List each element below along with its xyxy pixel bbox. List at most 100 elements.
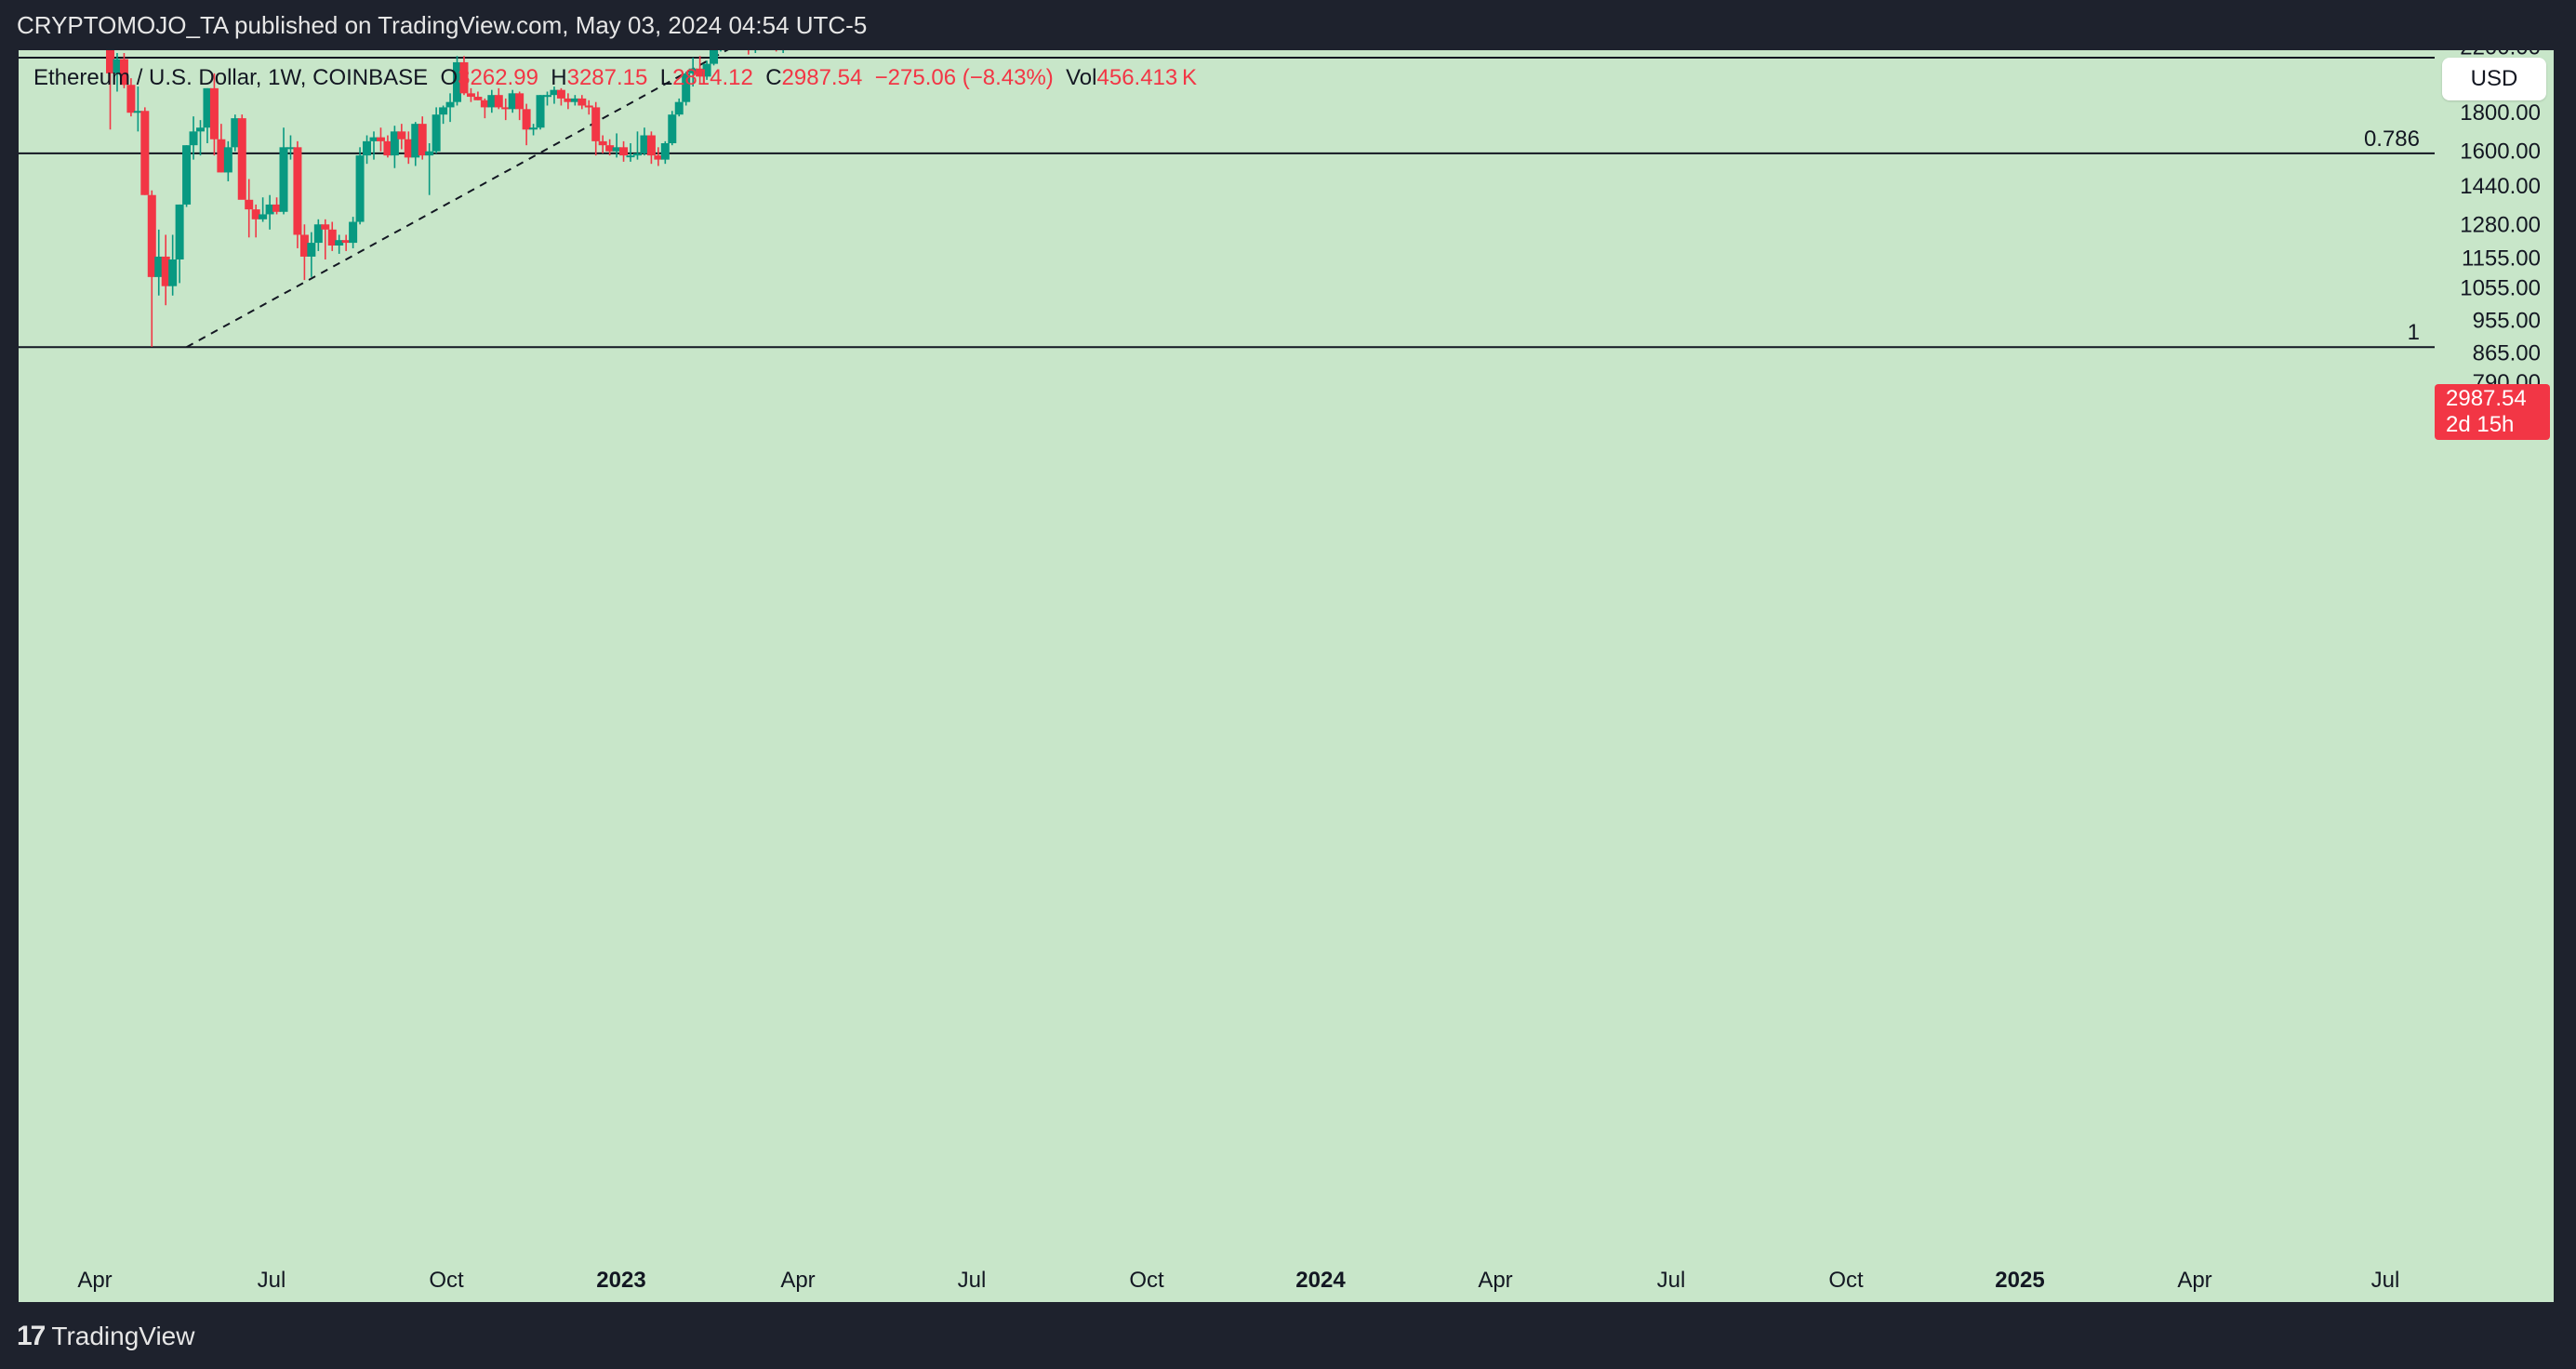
trend-line-group <box>186 50 729 349</box>
candle <box>189 116 198 160</box>
candle <box>411 122 420 166</box>
candle-body <box>591 107 601 141</box>
candle-body <box>265 204 274 215</box>
last-price-value: 2987.54 <box>2446 386 2527 411</box>
candle-body <box>175 204 184 259</box>
candle <box>550 86 559 104</box>
candle-body <box>182 145 192 205</box>
candle-body <box>445 101 455 108</box>
candle <box>154 229 164 296</box>
candle <box>536 95 545 130</box>
candle-body <box>299 234 309 257</box>
candle <box>231 114 240 152</box>
candle <box>432 107 441 153</box>
price-tick-label: 1440.00 <box>2460 174 2541 199</box>
fib-label: 0.618 <box>2364 50 2420 56</box>
candle <box>445 93 455 123</box>
candle <box>203 87 212 144</box>
time-axis: Apr Jul Oct 2023 Apr Jul Oct 2024 Apr Jul Oct 2025 A… <box>77 1268 2399 1293</box>
candle-body <box>245 199 254 210</box>
candle-body <box>161 256 170 286</box>
candle-body <box>619 147 629 156</box>
candle <box>632 131 642 160</box>
candle <box>355 147 365 225</box>
last-price-tag: 2987.54 2d 15h <box>2435 384 2550 440</box>
symbol-name[interactable]: Ethereum / U.S. Dollar, 1W, COINBASE <box>33 65 429 90</box>
price-tick-label: 955.00 <box>2473 308 2541 333</box>
time-tick-label: Oct <box>1129 1268 1164 1293</box>
candle-body <box>404 139 413 158</box>
candle <box>754 50 757 54</box>
candle <box>487 89 497 113</box>
high-value: 3287.15 <box>566 65 648 90</box>
candle <box>140 107 150 195</box>
candle-body <box>480 100 489 108</box>
candle-body <box>501 107 511 110</box>
candle <box>619 140 629 162</box>
candle <box>279 127 288 215</box>
published-by-line: CRYPTOMOJO_TA published on TradingView.c… <box>17 11 868 39</box>
candle-body <box>556 89 565 99</box>
candle-body <box>522 109 531 130</box>
candle-body <box>550 89 559 96</box>
candle <box>327 221 337 251</box>
candle <box>459 56 469 96</box>
candle <box>522 103 531 146</box>
candle <box>584 100 593 115</box>
time-tick-label: 2025 <box>1995 1268 2044 1293</box>
candle <box>674 98 684 117</box>
time-tick-label: Apr <box>2177 1268 2211 1293</box>
candle <box>515 91 524 121</box>
close-value: 2987.54 <box>781 65 863 90</box>
currency-button[interactable]: USD <box>2442 58 2546 100</box>
candle-body <box>313 224 323 244</box>
candle-body <box>223 147 232 173</box>
high-label: H <box>551 65 567 90</box>
candle-body <box>668 114 677 144</box>
candle <box>390 126 399 168</box>
candle <box>265 194 274 230</box>
candle-body <box>578 98 587 106</box>
time-tick-label: Jul <box>258 1268 286 1293</box>
candle <box>363 135 372 165</box>
open-value: 3262.99 <box>458 65 538 90</box>
candle <box>259 197 268 222</box>
candle <box>501 98 511 121</box>
candle <box>640 127 649 156</box>
candle <box>245 179 254 238</box>
candle-body <box>515 93 524 110</box>
candle <box>543 91 551 106</box>
candle-body <box>272 204 282 212</box>
close-label: C <box>765 65 782 90</box>
candle <box>556 87 565 106</box>
candle <box>682 72 691 106</box>
candle-body <box>259 214 268 219</box>
candle <box>612 133 621 158</box>
candle <box>418 116 427 160</box>
low-value: 2814.12 <box>672 65 753 90</box>
candle <box>341 234 351 251</box>
candles <box>106 50 784 347</box>
candle-body <box>349 221 358 244</box>
candle <box>696 56 705 84</box>
candle-body <box>439 107 448 115</box>
candle-body <box>376 137 385 141</box>
candle-body <box>432 114 441 152</box>
candle-body <box>660 143 670 160</box>
trend-line <box>186 50 729 349</box>
candle-body <box>168 259 178 286</box>
candle <box>196 120 205 156</box>
tradingview-brand[interactable]: 17 TradingView <box>17 1321 194 1352</box>
candle <box>570 95 579 106</box>
candle-body <box>696 68 705 77</box>
candle <box>702 60 711 80</box>
candle <box>397 124 406 150</box>
candle-body <box>626 155 635 158</box>
candle <box>106 50 115 130</box>
candle <box>223 140 232 181</box>
candle-body <box>466 93 475 98</box>
candle <box>578 95 587 110</box>
